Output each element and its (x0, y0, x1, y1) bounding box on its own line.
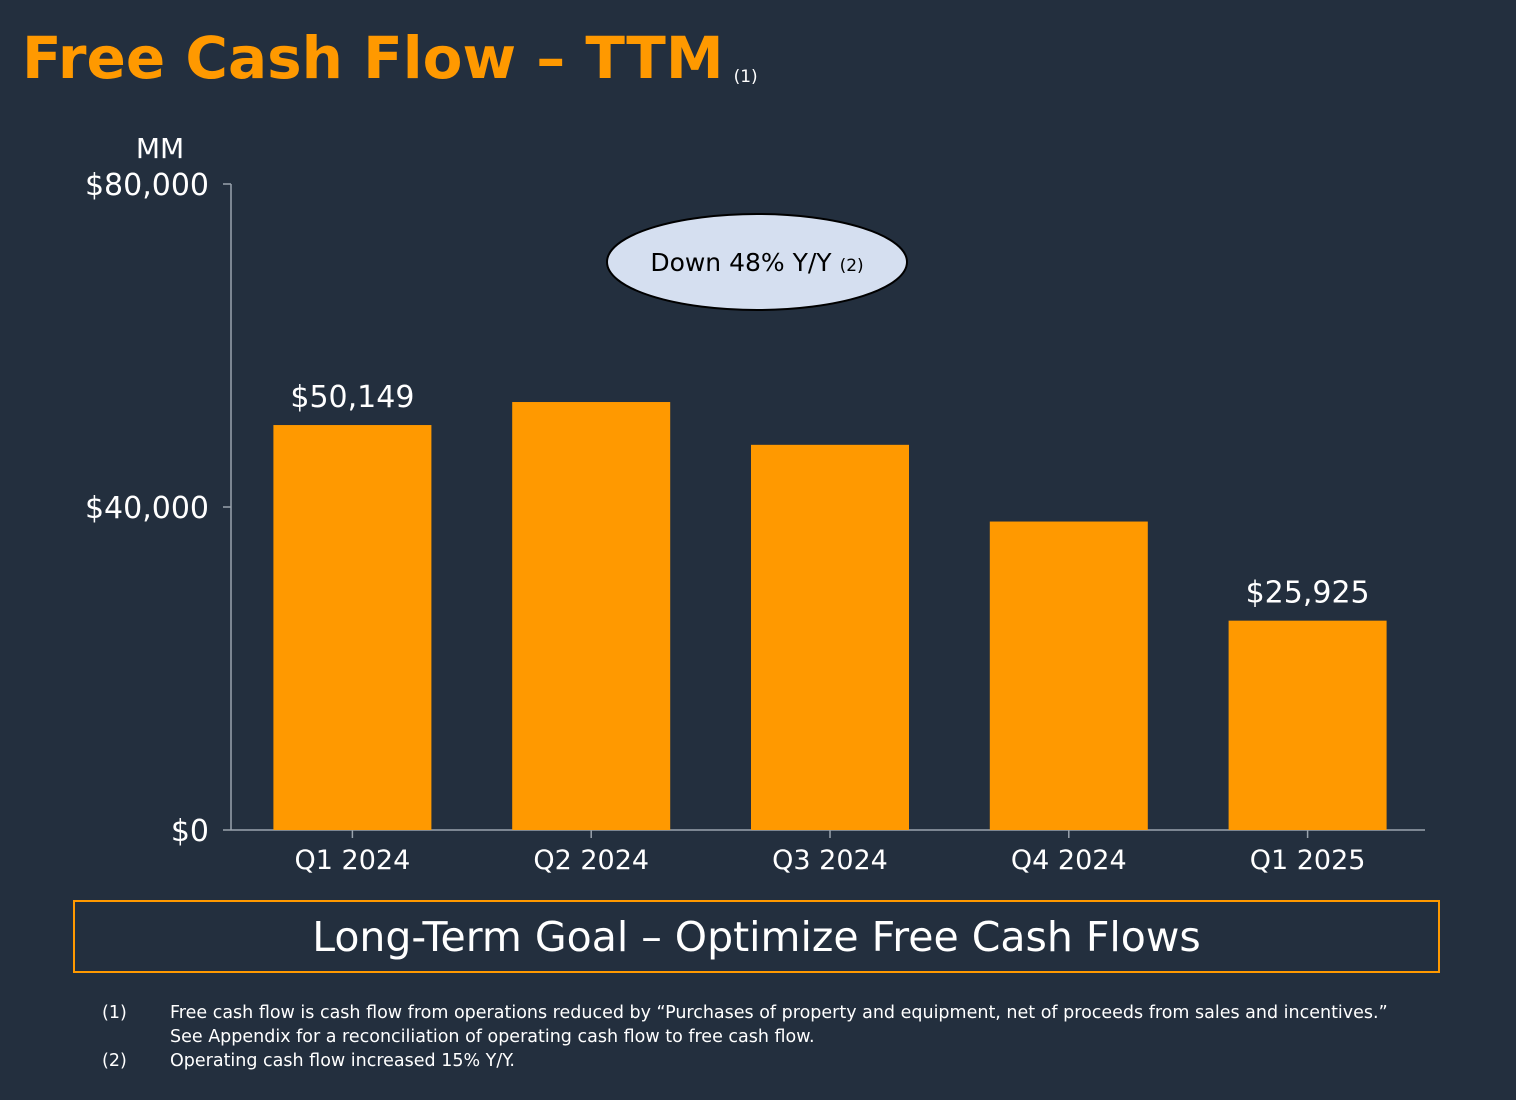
bar-q3-2024 (751, 444, 909, 830)
bar-q4-2024 (989, 521, 1148, 830)
data-label: $25,925 (1246, 576, 1370, 611)
bar-q2-2024 (512, 402, 671, 830)
footnote-1-line-1: Free cash flow is cash flow from operati… (170, 1003, 1388, 1023)
footnote-1: (1) Free cash flow is cash flow from ope… (102, 1001, 1432, 1049)
y-tick-label: $0 (171, 814, 209, 849)
long-term-goal-box: Long-Term Goal – Optimize Free Cash Flow… (73, 900, 1440, 973)
footnote-2-text: Operating cash flow increased 15% Y/Y. (170, 1049, 1432, 1073)
bar-q1-2024 (273, 425, 432, 830)
footnotes: (1) Free cash flow is cash flow from ope… (102, 1001, 1432, 1073)
title-footnote-marker: (1) (733, 67, 758, 87)
data-label: $50,149 (290, 380, 414, 415)
x-tick-label: Q2 2024 (533, 845, 649, 876)
x-tick-label: Q1 2024 (295, 845, 411, 876)
long-term-goal-text: Long-Term Goal – Optimize Free Cash Flow… (312, 912, 1201, 961)
free-cash-flow-chart: MM$80,000 $40,000 $0 Q1 2024 $50,149 Q2 2024 Q… (85, 132, 1425, 876)
x-tick-label: Q1 2025 (1250, 845, 1366, 876)
y-tick-label: $80,000 (85, 168, 209, 203)
y-axis-unit-label: MM (136, 132, 184, 165)
title-text: Free Cash Flow – TTM (22, 24, 724, 92)
x-tick-label: Q4 2024 (1011, 845, 1127, 876)
footnote-2-marker: (2) (102, 1051, 127, 1071)
y-tick-label: $40,000 (85, 491, 209, 526)
footnote-2: (2) Operating cash flow increased 15% Y/… (102, 1049, 1432, 1073)
x-tick-label: Q3 2024 (772, 845, 888, 876)
footnote-1-line-2: See Appendix for a reconciliation of ope… (170, 1027, 815, 1047)
page-title: Free Cash Flow – TTM (1) (22, 18, 758, 117)
yoy-change-callout (606, 213, 908, 311)
footnote-1-text: Free cash flow is cash flow from operati… (170, 1001, 1432, 1049)
yoy-change-callout-text: Down 48% Y/Y (2) (650, 248, 863, 277)
footnote-2-line-1: Operating cash flow increased 15% Y/Y. (170, 1051, 515, 1071)
bar-q1-2025 (1228, 620, 1387, 830)
footnote-1-marker: (1) (102, 1003, 127, 1023)
